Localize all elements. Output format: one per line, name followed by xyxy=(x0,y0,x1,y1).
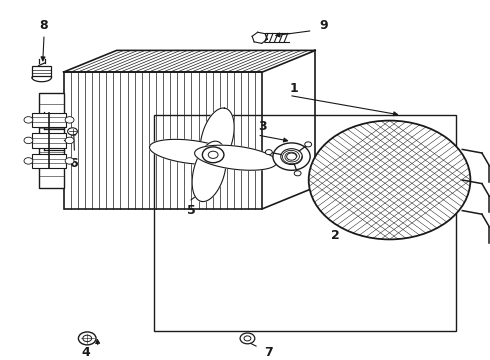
Text: 4: 4 xyxy=(81,346,90,359)
Circle shape xyxy=(24,158,33,164)
Circle shape xyxy=(273,143,310,170)
Circle shape xyxy=(24,137,33,144)
Text: 2: 2 xyxy=(331,229,340,242)
Bar xyxy=(32,113,66,127)
Circle shape xyxy=(65,137,74,144)
Circle shape xyxy=(202,147,224,163)
Bar xyxy=(39,93,64,188)
Circle shape xyxy=(266,150,272,155)
Circle shape xyxy=(244,336,251,341)
Polygon shape xyxy=(149,139,232,165)
Circle shape xyxy=(24,117,33,123)
Text: 5: 5 xyxy=(187,204,196,217)
Bar xyxy=(154,115,456,331)
Polygon shape xyxy=(200,108,234,168)
Circle shape xyxy=(68,128,77,135)
Text: 7: 7 xyxy=(264,346,273,359)
Text: 3: 3 xyxy=(258,120,267,132)
Text: 9: 9 xyxy=(319,19,328,32)
Bar xyxy=(32,154,66,168)
Circle shape xyxy=(240,333,255,344)
Polygon shape xyxy=(192,141,226,202)
Circle shape xyxy=(294,171,301,176)
Circle shape xyxy=(65,158,74,164)
Circle shape xyxy=(78,332,96,345)
Bar xyxy=(32,133,66,148)
Circle shape xyxy=(65,117,74,123)
Circle shape xyxy=(281,149,302,165)
Text: 1: 1 xyxy=(290,82,298,95)
Polygon shape xyxy=(195,145,277,170)
Circle shape xyxy=(208,151,218,158)
Bar xyxy=(32,66,51,76)
Circle shape xyxy=(83,335,92,342)
Circle shape xyxy=(309,121,470,239)
Text: 6: 6 xyxy=(69,157,78,170)
Circle shape xyxy=(305,142,312,147)
Circle shape xyxy=(287,153,296,160)
Text: 8: 8 xyxy=(39,19,48,32)
Bar xyxy=(64,72,263,209)
